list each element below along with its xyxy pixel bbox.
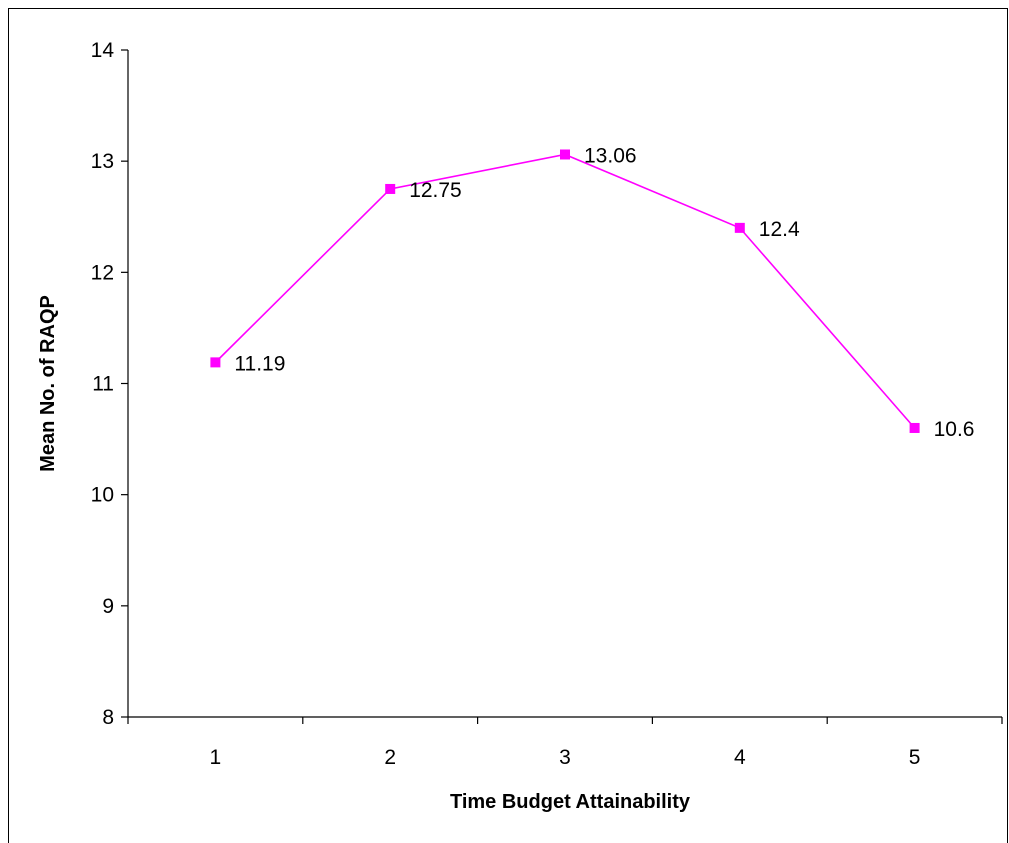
data-label: 10.6 — [934, 418, 975, 441]
data-point-marker — [909, 422, 920, 433]
y-tick-label: 13 — [91, 150, 114, 173]
x-tick-label: 5 — [909, 746, 921, 769]
x-tick-label: 2 — [384, 746, 396, 769]
y-tick-label: 14 — [91, 39, 115, 62]
data-point-marker — [734, 222, 745, 233]
data-label: 13.06 — [584, 144, 637, 167]
y-axis-title: Mean No. of RAQP — [37, 295, 59, 472]
chart-frame — [8, 8, 1008, 843]
x-tick-label: 1 — [210, 746, 222, 769]
y-tick-label: 10 — [91, 484, 114, 507]
y-tick-label: 11 — [92, 373, 114, 396]
x-tick-label: 3 — [559, 746, 571, 769]
series: 11.19 12.75 13.06 12.4 10.6 — [210, 144, 975, 441]
data-label: 11.19 — [234, 352, 285, 375]
data-label: 12.75 — [409, 179, 462, 202]
x-tick-label: 4 — [734, 746, 746, 769]
data-point-marker — [385, 183, 396, 194]
x-axis-title: Time Budget Attainability — [450, 791, 691, 813]
y-tick-label: 8 — [102, 706, 114, 729]
y-tick-label: 9 — [102, 595, 114, 618]
y-tick-label: 12 — [91, 261, 114, 284]
data-point-marker — [210, 357, 221, 368]
data-label: 12.4 — [759, 218, 800, 241]
data-point-marker — [560, 149, 570, 160]
series-line — [214, 153, 916, 429]
